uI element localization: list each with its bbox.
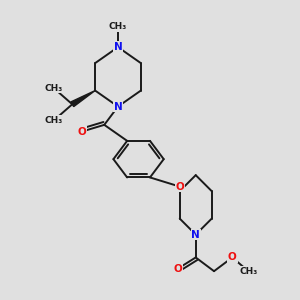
Text: CH₃: CH₃ [45,116,63,125]
Text: O: O [173,264,182,274]
Text: O: O [175,182,184,192]
Text: CH₃: CH₃ [239,267,257,276]
Text: N: N [114,102,122,112]
Polygon shape [71,91,95,106]
Text: O: O [77,127,86,137]
Text: CH₃: CH₃ [45,84,63,93]
Text: O: O [228,253,237,262]
Text: N: N [191,230,200,240]
Text: CH₃: CH₃ [109,22,127,31]
Text: N: N [114,42,122,52]
